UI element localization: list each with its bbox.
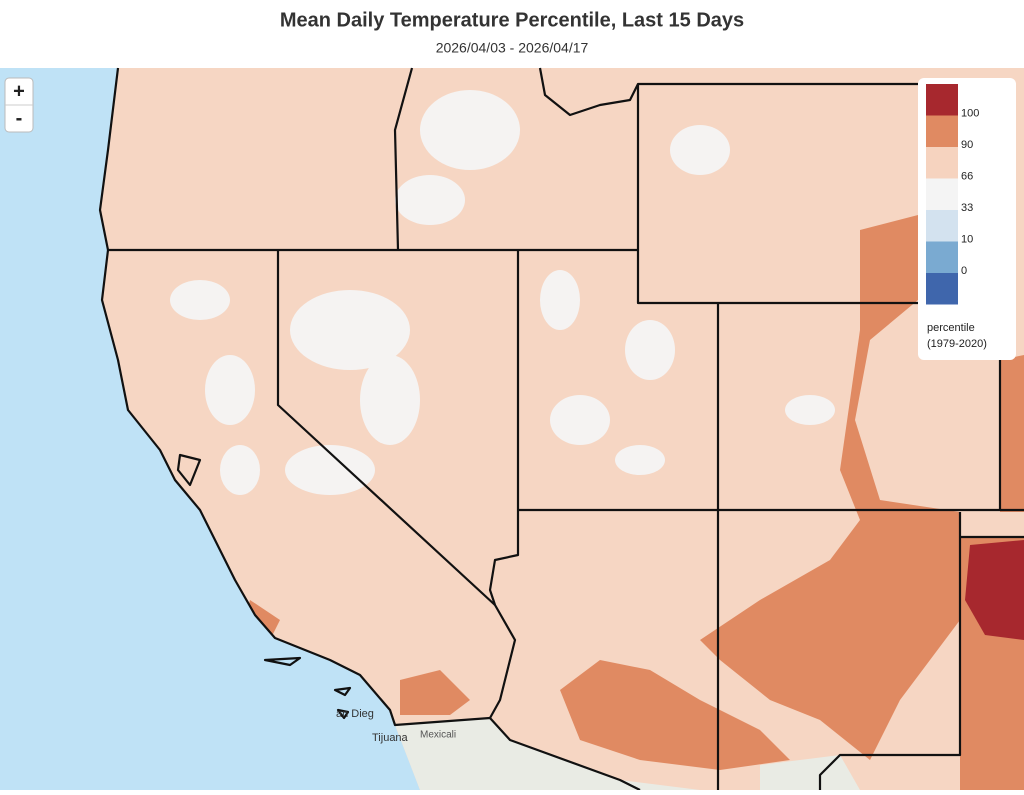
state-boundaries — [98, 67, 1024, 791]
legend-swatch — [926, 147, 958, 179]
legend-swatch — [926, 84, 958, 116]
subtitle: 2026/04/03 - 2026/04/17 — [436, 40, 589, 56]
zoom-in[interactable]: + — [13, 80, 25, 102]
legend-swatch — [926, 178, 958, 210]
legend-label: 33 — [961, 202, 973, 214]
ocean — [0, 68, 420, 790]
extreme-area — [965, 540, 1024, 640]
legend-title: percentile — [927, 322, 975, 334]
zoom-out[interactable]: - — [16, 107, 23, 129]
place-label: an Dieg — [336, 708, 374, 720]
place-label: Tijuana — [372, 732, 409, 744]
legend-swatch — [926, 210, 958, 242]
legend-label: 90 — [961, 139, 973, 151]
title: Mean Daily Temperature Percentile, Last … — [280, 9, 744, 31]
low-percentile-areas — [170, 90, 835, 495]
zoom-control: + - — [4, 77, 34, 133]
legend-swatch — [926, 115, 958, 147]
map: an Dieg Tijuana Mexicali — [0, 67, 1024, 791]
legend-label: 10 — [961, 233, 973, 245]
legend-label: 100 — [961, 107, 979, 119]
legend-label: 66 — [961, 170, 973, 182]
legend-swatch — [926, 241, 958, 273]
place-label: Mexicali — [420, 730, 456, 741]
legend-swatch — [926, 273, 958, 305]
legend-subtitle: (1979-2020) — [927, 338, 987, 350]
mexico — [395, 718, 860, 790]
legend-label: 0 — [961, 265, 967, 277]
